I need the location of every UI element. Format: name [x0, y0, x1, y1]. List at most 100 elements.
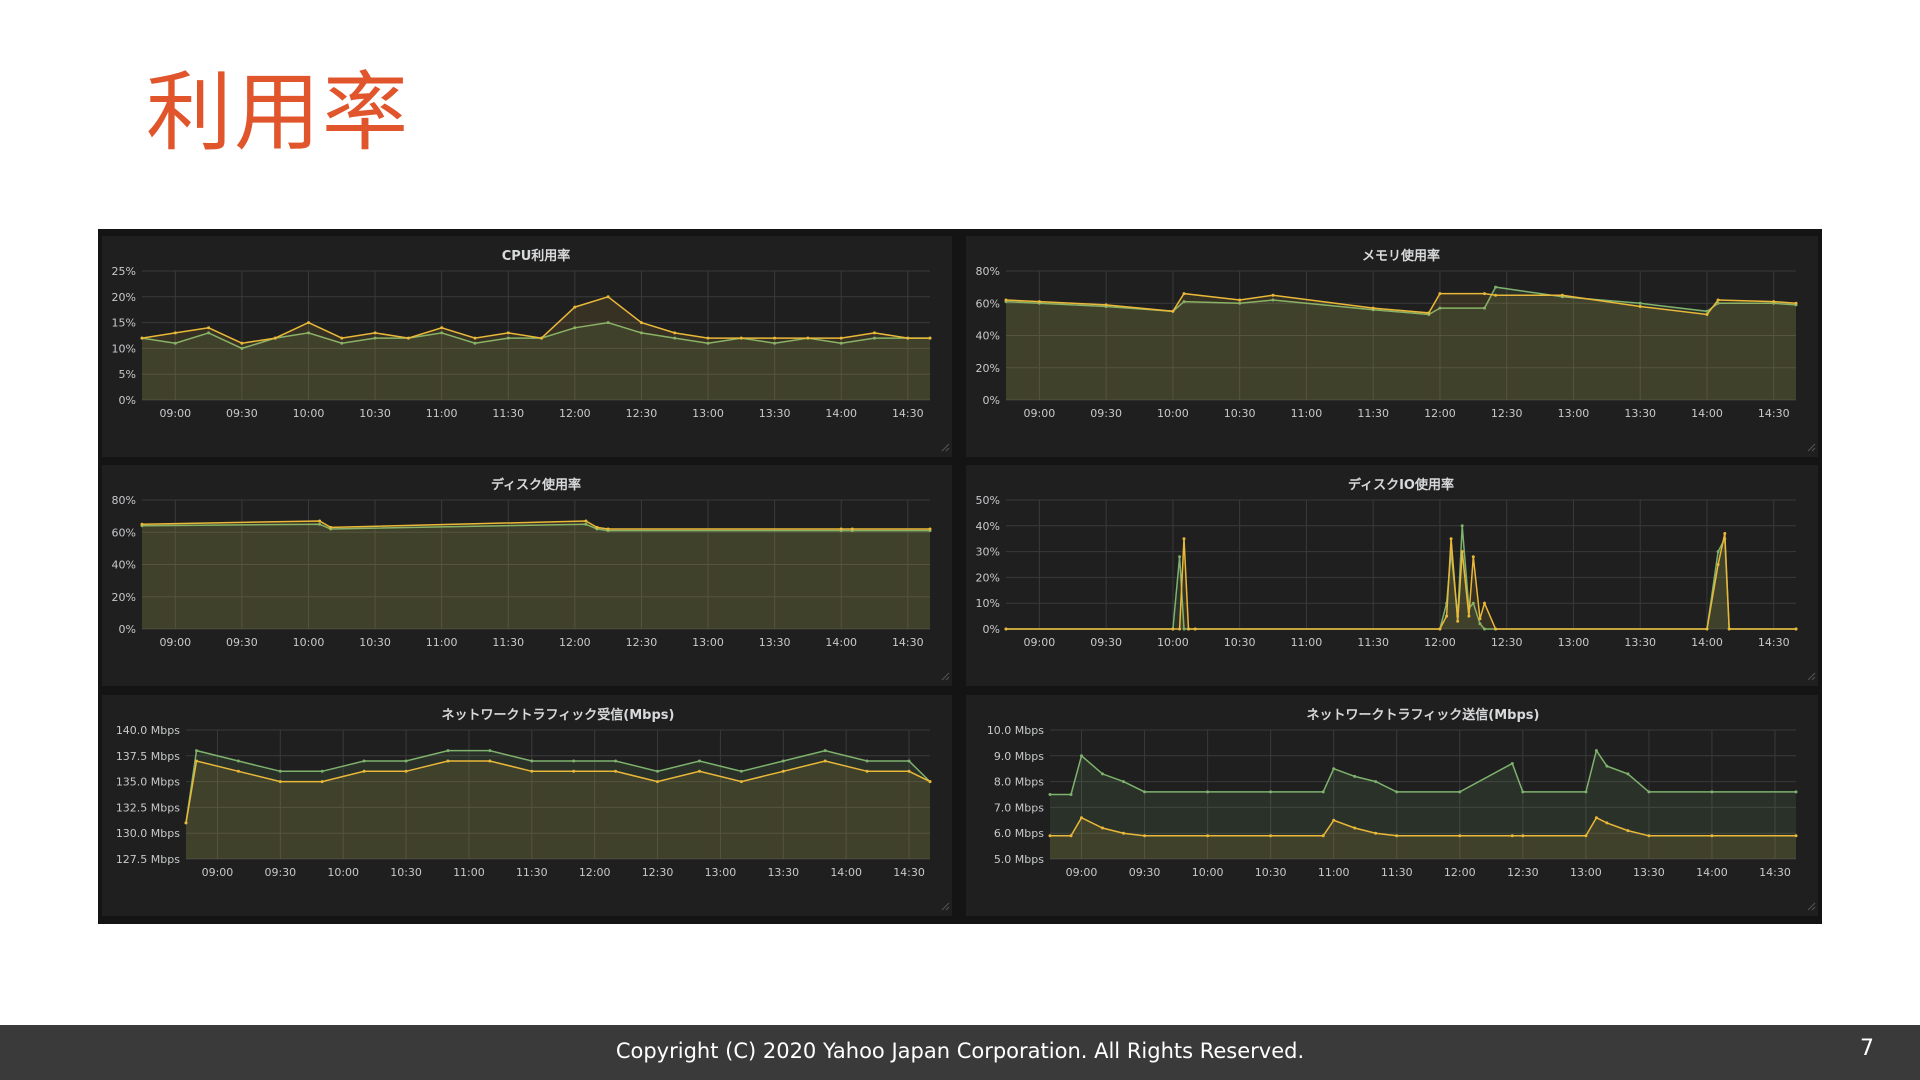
chart-title: ネットワークトラフィック送信(Mbps) — [1307, 707, 1540, 723]
x-tick-label: 14:00 — [1691, 636, 1723, 649]
x-tick-label: 14:30 — [1759, 866, 1791, 879]
y-tick-label: 132.5 Mbps — [116, 801, 180, 814]
data-point — [1269, 834, 1273, 838]
data-point — [173, 341, 177, 345]
y-tick-label: 137.5 Mbps — [116, 750, 180, 763]
x-tick-label: 11:30 — [1357, 636, 1389, 649]
data-point — [488, 759, 492, 763]
x-tick-label: 13:30 — [1633, 866, 1665, 879]
x-tick-label: 13:00 — [1558, 636, 1590, 649]
data-point — [207, 331, 211, 335]
data-point — [573, 326, 577, 330]
y-tick-label: 0% — [119, 394, 136, 407]
data-point — [236, 759, 240, 763]
data-point — [362, 759, 366, 763]
x-tick-label: 11:30 — [1381, 866, 1413, 879]
data-point — [318, 522, 322, 526]
data-point — [1238, 301, 1242, 305]
x-tick-label: 13:30 — [759, 407, 791, 420]
data-point — [1080, 816, 1083, 820]
copyright-text: Copyright (C) 2020 Yahoo Japan Corporati… — [615, 1039, 1305, 1063]
x-tick-label: 14:00 — [825, 407, 857, 420]
series-line — [185, 760, 931, 824]
y-tick-label: 10% — [112, 342, 136, 355]
data-point — [906, 336, 910, 340]
y-tick-label: 25% — [112, 265, 136, 278]
data-point — [1069, 793, 1073, 796]
data-point — [530, 759, 534, 763]
x-tick-label: 14:00 — [825, 636, 857, 649]
data-point — [1716, 301, 1720, 305]
data-point — [1182, 627, 1186, 631]
x-tick-label: 10:00 — [1192, 866, 1224, 879]
data-point — [1723, 532, 1727, 535]
data-point — [1560, 293, 1564, 297]
data-point — [1626, 772, 1630, 776]
data-point — [739, 780, 743, 784]
y-tick-label: 20% — [112, 591, 136, 604]
data-point — [1794, 627, 1798, 631]
data-point — [1048, 793, 1052, 796]
data-point — [1143, 834, 1147, 838]
data-point — [373, 331, 377, 335]
x-tick-label: 14:00 — [830, 866, 862, 879]
data-point — [140, 522, 144, 526]
data-point — [928, 336, 932, 340]
x-tick-label: 12:00 — [579, 866, 611, 879]
data-point — [1122, 831, 1125, 835]
data-point — [606, 321, 610, 325]
data-point — [584, 522, 588, 526]
x-tick-label: 12:00 — [559, 407, 591, 420]
data-point — [278, 780, 282, 784]
x-tick-label: 11:00 — [1291, 636, 1323, 649]
data-point — [1445, 614, 1449, 618]
data-point — [1178, 555, 1182, 559]
data-point — [320, 780, 324, 784]
data-point — [1467, 614, 1471, 618]
y-tick-label: 30% — [976, 546, 1000, 559]
data-point — [781, 759, 785, 763]
x-tick-label: 13:00 — [1570, 866, 1602, 879]
page-number: 7 — [1860, 1036, 1874, 1061]
data-point — [1794, 790, 1798, 794]
data-point — [1182, 292, 1186, 296]
data-point — [1638, 301, 1642, 305]
data-point — [236, 769, 240, 773]
data-point — [1794, 834, 1798, 838]
dashboard: CPU利用率 0% 5% 10% 15% 20% 25% 09:00 09:30 10:00 10:… — [98, 229, 1822, 924]
y-tick-label: 15% — [112, 317, 136, 330]
y-tick-label: 140.0 Mbps — [116, 724, 180, 737]
data-point — [506, 336, 510, 340]
chart-title: ネットワークトラフィック受信(Mbps) — [442, 707, 675, 723]
data-point — [1584, 834, 1588, 838]
y-tick-label: 6.0 Mbps — [994, 827, 1044, 840]
data-point — [1104, 303, 1108, 307]
x-tick-label: 11:00 — [426, 407, 458, 420]
y-tick-label: 40% — [976, 330, 1000, 343]
x-tick-label: 14:30 — [892, 636, 924, 649]
data-point — [207, 326, 211, 330]
data-point — [1037, 300, 1041, 304]
data-point — [614, 769, 618, 773]
data-point — [606, 527, 610, 531]
data-point — [1794, 301, 1798, 305]
resize-handle-icon — [941, 672, 950, 681]
data-point — [773, 336, 777, 340]
y-tick-label: 80% — [112, 494, 136, 507]
x-tick-label: 10:30 — [359, 407, 391, 420]
data-point — [240, 346, 244, 350]
x-tick-label: 11:00 — [1318, 866, 1350, 879]
x-tick-label: 14:00 — [1691, 407, 1723, 420]
x-tick-label: 09:30 — [226, 407, 258, 420]
data-point — [706, 341, 710, 345]
data-point — [1321, 790, 1325, 794]
series-line — [1050, 748, 1796, 796]
data-point — [1772, 300, 1776, 304]
data-point — [195, 759, 198, 763]
chart-diskio: ディスクIO使用率 0% 10% 20% 30% 40% 50% 09:00 09:30 10:0… — [976, 477, 1816, 681]
data-point — [1374, 780, 1378, 784]
x-tick-label: 14:30 — [892, 407, 924, 420]
chart-memory: メモリ使用率 0% 20% 40% 60% 80% 09:00 09:30 10:00 10:30… — [976, 248, 1816, 452]
data-point — [1594, 816, 1598, 820]
resize-handle-icon — [941, 902, 950, 911]
